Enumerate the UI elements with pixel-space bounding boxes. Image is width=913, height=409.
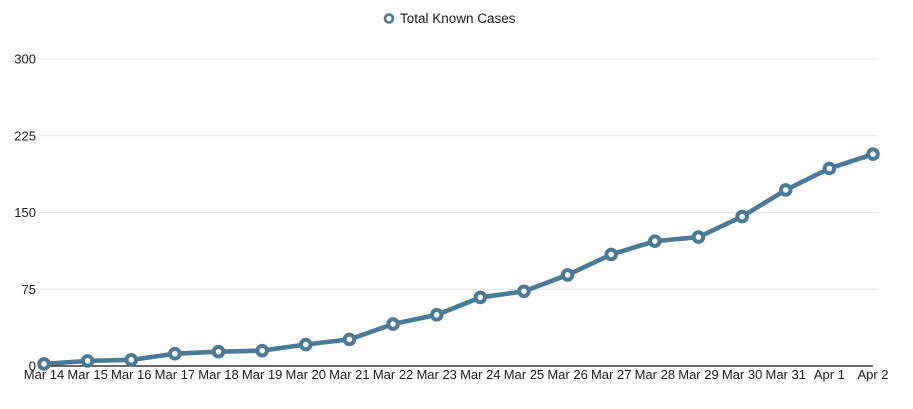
y-axis-labels-group: 0 75 150 225 300 [14,52,36,374]
x-axis-tick-label: Mar 22 [373,367,413,382]
data-point-marker [80,354,95,368]
data-point-marker [691,230,706,244]
data-point-marker [37,357,51,371]
x-axis-tick-label: Mar 18 [198,367,238,382]
data-point-marker [298,337,313,352]
data-point-marker [429,308,444,322]
data-point-marker [822,161,837,176]
x-axis-tick-label: Mar 14 [24,367,64,382]
data-point-marker [560,268,575,282]
data-point-marker [648,234,662,248]
data-point-marker [517,284,531,299]
x-axis-tick-label: Mar 25 [504,367,544,382]
data-point-marker [211,344,226,359]
data-point-marker [735,209,749,224]
x-axis-tick-label: Apr 2 [857,367,888,382]
data-point-marker [778,183,793,197]
y-axis-tick-label: 75 [22,282,36,297]
series-line [41,151,876,367]
x-axis-tick-label: Apr 1 [814,367,845,382]
x-axis-tick-label: Mar 24 [460,367,500,382]
data-point-marker [604,247,619,262]
data-point-marker [255,343,269,358]
gridlines-group [38,58,878,290]
x-axis-tick-label: Mar 30 [722,367,762,382]
x-axis-labels-group: Mar 14 Mar 15 Mar 16 Mar 17 Mar 18 Mar 19 Mar … [24,367,889,382]
x-axis-tick-label: Mar 23 [416,367,456,382]
x-axis-tick-label: Mar 26 [547,367,587,382]
x-axis-tick-label: Mar 20 [286,367,326,382]
legend-item[interactable]: Total Known Cases [383,11,516,26]
data-point-marker [386,317,400,331]
y-axis-tick-label: 300 [14,52,36,67]
data-point-marker [342,332,357,347]
x-axis-tick-label: Mar 17 [155,367,195,382]
data-point-marker [124,353,139,367]
series-group [37,147,880,371]
x-axis-tick-label: Mar 28 [635,367,675,382]
data-point-marker [473,290,488,305]
data-point-marker [866,147,880,161]
legend-label: Total Known Cases [400,11,516,26]
legend-open-circle-icon [383,13,395,24]
y-axis-tick-label: 225 [14,128,36,143]
data-point-marker [168,346,182,361]
x-axis-tick-label: Mar 21 [329,367,369,382]
x-axis-tick-label: Mar 27 [591,367,631,382]
x-axis-tick-label: Mar 16 [111,367,151,382]
x-axis-tick-label: Mar 15 [67,367,107,382]
y-axis-tick-label: 150 [14,205,36,220]
x-axis-tick-label: Mar 19 [242,367,282,382]
x-axis-tick-label: Mar 29 [678,367,718,382]
x-axis-tick-label: Mar 31 [766,367,806,382]
y-axis-tick-label: 0 [29,359,36,374]
